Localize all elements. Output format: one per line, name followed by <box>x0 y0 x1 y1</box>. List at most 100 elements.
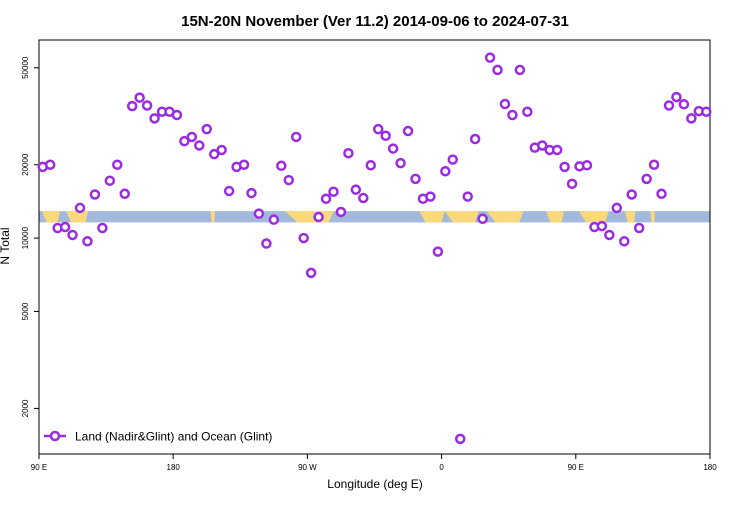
data-point <box>492 64 503 76</box>
legend-label: Land (Nadir&Glint) and Ocean (Glint) <box>75 430 272 444</box>
data-point <box>678 99 690 110</box>
y-axis: 2000 5000 10000 20000 50000 <box>21 56 39 417</box>
data-point <box>268 214 280 225</box>
data-point <box>633 222 645 234</box>
data-point <box>82 236 93 247</box>
data-point <box>648 159 660 170</box>
data-point <box>566 178 578 190</box>
data-point <box>507 109 518 121</box>
data-point <box>447 154 459 165</box>
data-point <box>171 109 183 121</box>
data-point <box>537 140 548 151</box>
data-point <box>671 91 682 103</box>
data-point <box>380 130 391 142</box>
data-series <box>37 52 712 445</box>
data-point <box>410 173 421 185</box>
y-tick-label: 5000 <box>21 302 30 320</box>
data-point <box>372 123 384 135</box>
data-point <box>216 144 227 156</box>
y-axis-label: N Total <box>0 227 12 264</box>
data-point <box>387 143 399 154</box>
data-point <box>276 160 287 172</box>
data-point <box>425 191 436 202</box>
data-point <box>350 184 362 195</box>
y-tick-label: 2000 <box>21 399 30 417</box>
land-mass <box>419 211 445 223</box>
x-tick-label: 90 E <box>31 463 47 472</box>
data-point <box>149 113 160 124</box>
data-point <box>686 113 697 124</box>
data-point <box>395 157 406 169</box>
x-tick-label: 180 <box>167 463 181 472</box>
plot-frame <box>38 39 711 455</box>
x-axis-label: Longitude (deg E) <box>327 477 422 491</box>
land-mass <box>486 211 524 223</box>
data-point <box>298 232 309 244</box>
data-point <box>89 189 101 200</box>
data-point <box>581 160 593 171</box>
data-point <box>432 246 444 257</box>
legend-marker <box>49 430 61 442</box>
data-point <box>522 106 533 117</box>
data-point <box>313 211 324 223</box>
data-point <box>604 229 615 241</box>
land-mass <box>41 211 60 223</box>
data-point <box>59 221 71 233</box>
data-point <box>462 191 473 202</box>
data-point <box>320 193 332 205</box>
data-point <box>335 206 347 218</box>
y-tick-label: 50000 <box>21 56 30 79</box>
x-tick-label: 0 <box>439 463 444 472</box>
land-mass <box>210 211 215 223</box>
land-mass <box>650 211 655 223</box>
data-point <box>611 202 623 214</box>
data-point <box>551 144 563 156</box>
data-point <box>246 187 257 199</box>
data-point <box>469 133 481 145</box>
legend: Land (Nadir&Glint) and Ocean (Glint) <box>44 430 272 444</box>
data-point <box>223 185 235 197</box>
data-point <box>619 236 630 247</box>
data-point <box>141 100 153 111</box>
x-axis: 90 E 180 90 W 0 90 E 180 <box>31 454 717 472</box>
land-mass <box>545 211 564 223</box>
data-point <box>261 238 272 249</box>
data-point <box>74 202 86 214</box>
data-point <box>305 267 317 279</box>
data-point <box>641 173 652 185</box>
data-point <box>112 159 123 170</box>
data-point <box>499 98 511 110</box>
data-point <box>656 188 667 200</box>
land-mass <box>578 211 609 223</box>
data-point <box>402 125 414 137</box>
data-point <box>119 188 130 200</box>
data-point <box>514 64 526 76</box>
data-point <box>626 189 637 200</box>
data-point <box>134 92 145 103</box>
data-point <box>358 192 369 204</box>
data-point <box>186 131 198 143</box>
data-point <box>97 222 108 234</box>
x-tick-label: 180 <box>703 463 717 472</box>
data-point <box>328 186 339 197</box>
data-point <box>290 131 302 143</box>
data-point <box>67 229 78 241</box>
data-point <box>201 123 212 135</box>
data-point <box>238 159 250 170</box>
data-point <box>365 160 377 171</box>
data-point <box>194 140 205 151</box>
data-point <box>701 106 712 117</box>
data-point <box>343 147 354 159</box>
data-point <box>440 166 451 177</box>
data-point <box>104 175 116 186</box>
x-tick-label: 90 W <box>298 463 317 472</box>
x-tick-label: 90 E <box>568 463 584 472</box>
chart-title: 15N-20N November (Ver 11.2) 2014-09-06 t… <box>181 13 569 30</box>
y-tick-label: 10000 <box>21 226 30 249</box>
data-point <box>454 433 466 445</box>
data-point <box>44 159 56 170</box>
data-point <box>484 52 496 63</box>
data-point <box>596 220 608 232</box>
